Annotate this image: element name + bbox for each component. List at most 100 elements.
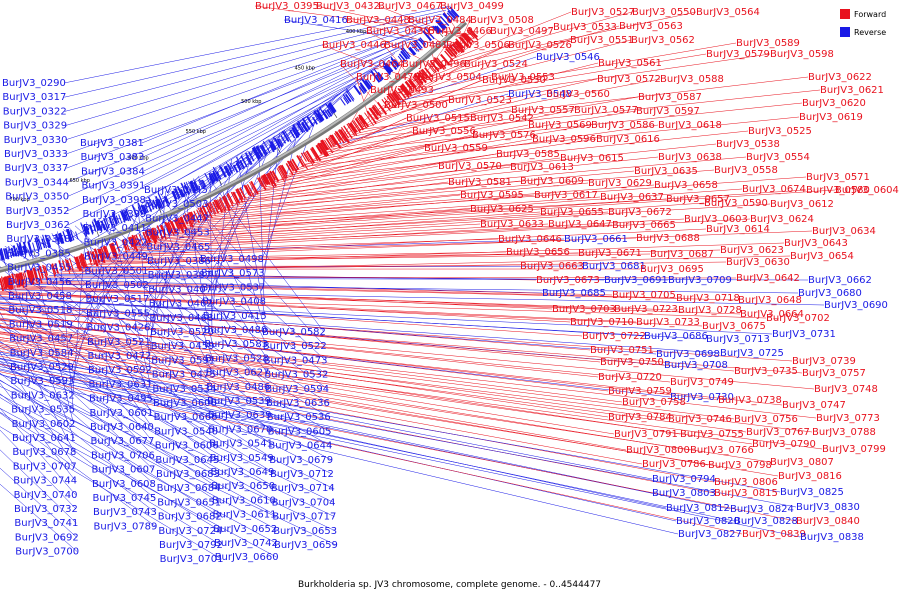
gene-label[interactable]: BurJV3_0672 xyxy=(608,207,672,218)
gene-label[interactable]: BurJV3_0756 xyxy=(734,414,798,425)
gene-label[interactable]: BurJV3_0426 xyxy=(87,323,151,334)
gene-label[interactable]: BurJV3_0746 xyxy=(668,414,732,425)
gene-label[interactable]: BurJV3_0683 xyxy=(156,469,220,480)
gene-label[interactable]: BurJV3_0634 xyxy=(812,226,876,237)
gene-label[interactable]: BurJV3_0722 xyxy=(582,331,646,342)
gene-label[interactable]: BurJV3_0685 xyxy=(542,288,606,299)
gene-label[interactable]: BurJV3_0612 xyxy=(770,199,834,210)
gene-label[interactable]: BurJV3_0641 xyxy=(12,433,76,444)
gene-label[interactable]: BurJV3_0498 xyxy=(200,254,264,265)
gene-label[interactable]: BurJV3_0523 xyxy=(448,95,512,106)
gene-label[interactable]: BurJV3_0594 xyxy=(265,384,329,395)
gene-label[interactable]: BurJV3_0662 xyxy=(808,275,872,286)
gene-label[interactable]: BurJV3_0839 xyxy=(742,529,806,540)
gene-label[interactable]: BurJV3_0541 xyxy=(209,439,273,450)
gene-label[interactable]: BurJV3_0645 xyxy=(155,455,219,466)
gene-label[interactable]: BurJV3_0789 xyxy=(94,521,158,532)
gene-label[interactable]: BurJV3_0337 xyxy=(4,163,68,174)
gene-label[interactable]: BurJV3_0749 xyxy=(670,377,734,388)
gene-label[interactable]: BurJV3_0629 xyxy=(588,178,652,189)
gene-label[interactable]: BurJV3_0529 xyxy=(10,362,74,373)
gene-label[interactable]: BurJV3_0539 xyxy=(207,396,271,407)
gene-label[interactable]: BurJV3_0530 xyxy=(482,75,546,86)
gene-label[interactable]: BurJV3_0631 xyxy=(89,379,153,390)
gene-label[interactable]: BurJV3_0658 xyxy=(654,180,718,191)
gene-label[interactable]: BurJV3_0609 xyxy=(520,176,584,187)
gene-label[interactable]: BurJV3_0603 xyxy=(684,214,748,225)
gene-label[interactable]: BurJV3_0407 xyxy=(148,284,212,295)
gene-label[interactable]: BurJV3_0465 xyxy=(146,242,210,253)
gene-label[interactable]: BurJV3_0724 xyxy=(158,526,222,537)
gene-label[interactable]: BurJV3_0571 xyxy=(806,172,870,183)
gene-label[interactable]: BurJV3_0515 xyxy=(406,113,470,124)
gene-label[interactable]: BurJV3_0592 xyxy=(88,365,152,376)
gene-label[interactable]: BurJV3_0660 xyxy=(215,552,279,563)
gene-label[interactable]: BurJV3_0622 xyxy=(808,72,872,83)
gene-label[interactable]: BurJV3_0558 xyxy=(714,165,778,176)
gene-label[interactable]: BurJV3_0548 xyxy=(508,89,572,100)
gene-label[interactable]: BurJV3_0664 xyxy=(740,309,804,320)
gene-label[interactable]: BurJV3_0585 xyxy=(496,149,560,160)
gene-label[interactable]: BurJV3_0632 xyxy=(11,390,75,401)
gene-label[interactable]: BurJV3_0710 xyxy=(570,317,634,328)
gene-label[interactable]: BurJV3_0466 xyxy=(428,26,492,37)
gene-label[interactable]: BurJV3_0816 xyxy=(778,471,842,482)
gene-label[interactable]: BurJV3_0385 xyxy=(7,248,71,259)
gene-label[interactable]: BurJV3_0740 xyxy=(14,490,78,501)
gene-label[interactable]: BurJV3_0481 xyxy=(384,40,448,51)
gene-label[interactable]: BurJV3_0840 xyxy=(796,516,860,527)
gene-label[interactable]: BurJV3_0572 xyxy=(597,74,661,85)
gene-label[interactable]: BurJV3_0784 xyxy=(608,412,672,423)
gene-label[interactable]: BurJV3_0675 xyxy=(702,321,766,332)
gene-label[interactable]: BurJV3_0606 xyxy=(155,441,219,452)
gene-label[interactable]: BurJV3_0524 xyxy=(464,59,528,70)
gene-label[interactable]: BurJV3_0618 xyxy=(658,120,722,131)
gene-label[interactable]: BurJV3_0665 xyxy=(612,220,676,231)
gene-label[interactable]: BurJV3_0580 xyxy=(806,185,870,196)
gene-label[interactable]: BurJV3_0333 xyxy=(4,149,68,160)
gene-label[interactable]: BurJV3_0506 xyxy=(446,40,510,51)
gene-label[interactable]: BurJV3_0457 xyxy=(9,334,73,345)
gene-label[interactable]: BurJV3_0556 xyxy=(412,126,476,137)
gene-label[interactable]: BurJV3_0455 xyxy=(7,263,71,274)
gene-label[interactable]: BurJV3_0803 xyxy=(652,488,716,499)
gene-label[interactable]: BurJV3_0562 xyxy=(631,35,695,46)
gene-label[interactable]: BurJV3_0656 xyxy=(506,247,570,258)
gene-label[interactable]: BurJV3_0467 xyxy=(378,1,442,12)
gene-label[interactable]: BurJV3_0673 xyxy=(536,275,600,286)
gene-label[interactable]: BurJV3_0538 xyxy=(716,139,780,150)
gene-label[interactable]: BurJV3_0570 xyxy=(438,161,502,172)
gene-label[interactable]: BurJV3_0416 xyxy=(284,15,348,26)
gene-label[interactable]: BurJV3_0649 xyxy=(211,467,275,478)
gene-label[interactable]: BurJV3_0573 xyxy=(201,268,265,279)
gene-label[interactable]: BurJV3_0708 xyxy=(664,360,728,371)
gene-label[interactable]: BurJV3_0559 xyxy=(424,143,488,154)
gene-label[interactable]: BurJV3_0700 xyxy=(15,547,79,558)
gene-label[interactable]: BurJV3_0588 xyxy=(660,74,724,85)
gene-label[interactable]: BurJV3_0644 xyxy=(268,441,332,452)
gene-label[interactable]: BurJV3_0828 xyxy=(734,516,798,527)
gene-label[interactable]: BurJV3_0621 xyxy=(820,85,884,96)
gene-label[interactable]: BurJV3_0581 xyxy=(448,177,512,188)
gene-label[interactable]: BurJV3_0504 xyxy=(418,72,482,83)
gene-label[interactable]: BurJV3_0643 xyxy=(784,238,848,249)
gene-label[interactable]: BurJV3_0381 xyxy=(80,138,144,149)
gene-label[interactable]: BurJV3_0655 xyxy=(540,207,604,218)
gene-label[interactable]: BurJV3_0703 xyxy=(552,304,616,315)
gene-label[interactable]: BurJV3_0508 xyxy=(470,15,534,26)
gene-label[interactable]: BurJV3_0391 xyxy=(82,181,146,192)
gene-label[interactable]: BurJV3_0520 xyxy=(150,327,214,338)
gene-label[interactable]: BurJV3_0757 xyxy=(802,368,866,379)
gene-label[interactable]: BurJV3_0687 xyxy=(650,249,714,260)
gene-label[interactable]: BurJV3_0617 xyxy=(534,190,598,201)
gene-label[interactable]: BurJV3_0812 xyxy=(666,503,730,514)
gene-label[interactable]: BurJV3_0484 xyxy=(408,15,472,26)
gene-label[interactable]: BurJV3_0713 xyxy=(706,334,770,345)
gene-label[interactable]: BurJV3_0495 xyxy=(89,394,153,405)
gene-label[interactable]: BurJV3_0666 xyxy=(154,412,218,423)
gene-label[interactable]: BurJV3_0499 xyxy=(440,1,504,12)
gene-label[interactable]: BurJV3_0709 xyxy=(668,275,732,286)
gene-label[interactable]: BurJV3_0695 xyxy=(640,264,704,275)
gene-label[interactable]: BurJV3_0501 xyxy=(85,266,149,277)
gene-label[interactable]: BurJV3_0627 xyxy=(206,368,270,379)
